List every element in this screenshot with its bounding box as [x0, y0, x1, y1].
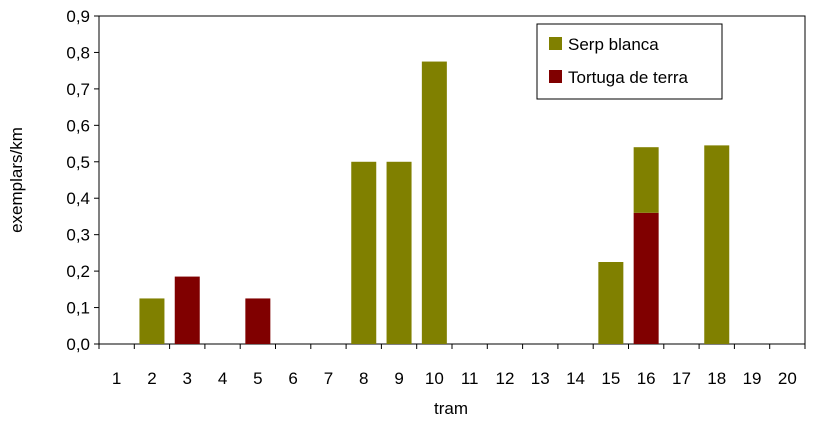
legend-label: Serp blanca	[568, 35, 659, 54]
y-tick-label: 0,7	[66, 80, 90, 99]
bar-tortuga-de-terra	[633, 212, 659, 344]
x-tick-label: 10	[425, 369, 444, 388]
x-axis-title: tram	[434, 399, 468, 418]
x-tick-label: 20	[778, 369, 797, 388]
x-tick-label: 6	[288, 369, 297, 388]
x-tick-label: 7	[324, 369, 333, 388]
x-tick-label: 17	[672, 369, 691, 388]
x-tick-label: 8	[359, 369, 368, 388]
x-tick-label: 3	[183, 369, 192, 388]
y-tick-label: 0,8	[66, 43, 90, 62]
legend-swatch	[549, 70, 562, 83]
bar-serp-blanca	[139, 298, 165, 344]
y-tick-label: 0,1	[66, 299, 90, 318]
x-tick-label: 2	[147, 369, 156, 388]
y-tick-label: 0,3	[66, 226, 90, 245]
x-tick-label: 15	[601, 369, 620, 388]
axes-layer: exemplars/km tram 0,0 0,1 0,2 0,3 0,4 0,5 0,6 0…	[7, 7, 806, 418]
y-tick-label: 0,0	[66, 335, 90, 354]
y-axis-title: exemplars/km	[7, 127, 26, 233]
bar-serp-blanca	[704, 145, 730, 344]
bar-serp-blanca	[598, 262, 624, 344]
bar-tortuga-de-terra	[245, 298, 271, 344]
bar-serp-blanca	[386, 161, 412, 344]
bar-serp-blanca	[351, 161, 377, 344]
x-tick-label: 5	[253, 369, 262, 388]
y-tick-label: 0,9	[66, 7, 90, 26]
bar-serp-blanca	[633, 147, 659, 213]
x-tick-label: 9	[394, 369, 403, 388]
bars-layer	[139, 61, 730, 345]
x-tick-label: 11	[461, 369, 479, 388]
x-tick-label: 4	[218, 369, 227, 388]
bar-tortuga-de-terra	[174, 276, 200, 344]
x-tick-label: 16	[637, 369, 656, 388]
legend-swatch	[549, 37, 562, 50]
y-tick-label: 0,2	[66, 262, 90, 281]
y-tick-label: 0,4	[66, 189, 90, 208]
y-tick-label: 0,6	[66, 116, 90, 135]
x-tick-label: 14	[566, 369, 585, 388]
x-tick-label: 19	[743, 369, 762, 388]
bar-serp-blanca	[421, 61, 447, 345]
legend-box	[536, 23, 723, 100]
legend-label: Tortuga de terra	[568, 68, 689, 87]
x-tick-label: 1	[112, 369, 121, 388]
x-tick-label: 18	[707, 369, 726, 388]
x-tick-label: 13	[531, 369, 550, 388]
x-tick-label: 12	[495, 369, 514, 388]
legend: Serp blanca Tortuga de terra	[536, 23, 723, 100]
y-tick-label: 0,5	[66, 153, 90, 172]
